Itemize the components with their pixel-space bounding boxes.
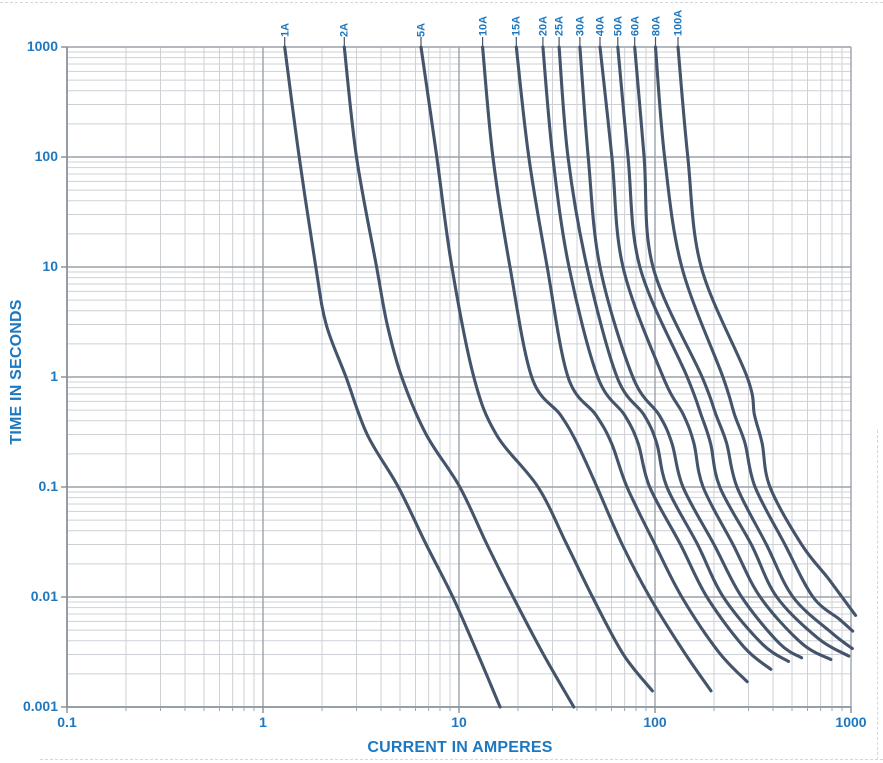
x-tick-label: 100 [643, 714, 667, 730]
x-axis-title: CURRENT IN AMPERES [367, 739, 553, 756]
x-tick-label: 10 [451, 714, 467, 730]
curve-10A [481, 45, 713, 693]
curve-20A [541, 45, 773, 671]
curve-80A [653, 45, 855, 633]
curve-15A [514, 45, 749, 684]
curve-30A [578, 45, 804, 660]
curve-label-15A: 15A [510, 16, 523, 37]
curve-label-60A: 60A [629, 16, 642, 37]
curve-25A [557, 45, 791, 663]
x-tick-label: 1 [259, 714, 267, 730]
page-edge-artifact [0, 2, 883, 3]
curve-label-30A: 30A [574, 16, 587, 37]
curve-label-40A: 40A [594, 16, 607, 37]
curve-label-1A: 1A [279, 22, 292, 37]
y-tick-label: 1000 [26, 38, 58, 54]
y-tick-label: 100 [34, 148, 58, 164]
y-tick-label: 0.1 [38, 478, 58, 494]
curve-label-2A: 2A [338, 22, 351, 37]
y-tick-label: 0.01 [30, 588, 58, 604]
y-axis-title: TIME IN SECONDS [8, 299, 25, 445]
page-edge-artifact [40, 759, 883, 760]
page-edge-artifact [877, 430, 878, 760]
curve-40A [598, 45, 833, 662]
y-tick-label: 1 [50, 368, 58, 384]
y-tick-label: 10 [42, 258, 58, 274]
x-tick-label: 1000 [835, 714, 867, 730]
curve-label-5A: 5A [415, 22, 428, 37]
curve-5A [419, 45, 654, 693]
curve-2A [342, 45, 576, 709]
curve-50A [616, 45, 851, 658]
curve-label-10A: 10A [477, 16, 490, 37]
curve-label-20A: 20A [537, 16, 550, 37]
curve-1A [283, 45, 502, 709]
curve-100A [676, 45, 858, 617]
curve-60A [633, 45, 854, 651]
x-tick-label: 0.1 [57, 714, 77, 730]
curve-label-100A: 100A [672, 9, 685, 37]
y-tick-label: 0.001 [22, 698, 58, 714]
curve-label-50A: 50A [612, 16, 625, 37]
curve-label-80A: 80A [650, 16, 662, 37]
curve-label-25A: 25A [553, 16, 566, 37]
